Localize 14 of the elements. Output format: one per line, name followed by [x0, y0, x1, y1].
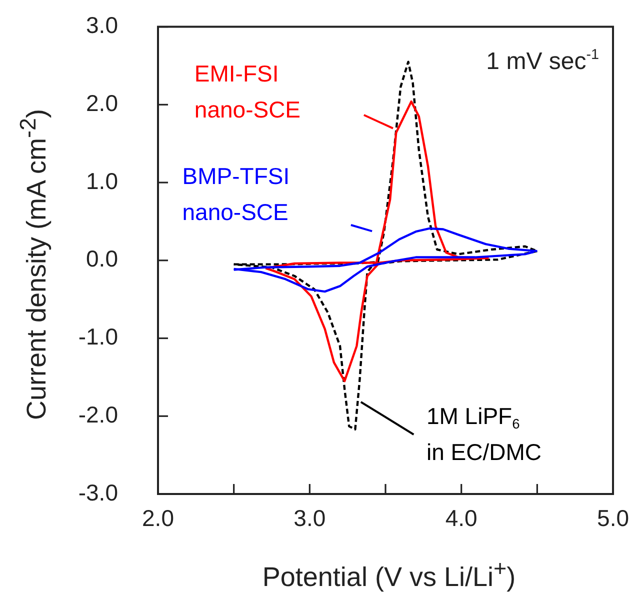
text: EMI-FSI nano-SCE — [194, 60, 301, 123]
x-tick-label: 4.0 — [445, 505, 478, 532]
y-tick-label: -2.0 — [78, 402, 118, 428]
x-tick-label: 5.0 — [597, 505, 630, 532]
y-tick-label: 0.0 — [86, 246, 118, 272]
y-tick-label: 3.0 — [86, 12, 118, 38]
y-tick-label: 1.0 — [86, 168, 118, 194]
y-tick-label: 2.0 — [86, 90, 118, 116]
x-tick-label: 2.0 — [142, 505, 174, 532]
y-tick-label: -1.0 — [78, 324, 118, 350]
x-tick-label: 3.0 — [294, 505, 326, 532]
series-label: BMP-TFSI nano-SCE — [182, 163, 290, 226]
y-tick-label: -3.0 — [78, 480, 118, 506]
x-axis-title: Potential (V vs Li/Li$^{+}$) — [261, 556, 517, 593]
